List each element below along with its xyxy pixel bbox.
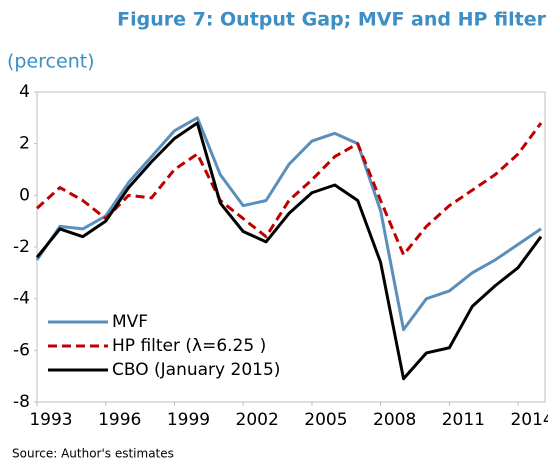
y-tick-label: 4 <box>19 82 30 102</box>
x-tick-label: 2014 <box>510 410 548 430</box>
x-tick-label: 2002 <box>236 410 279 430</box>
series-line <box>35 122 543 257</box>
x-tick-label: 1996 <box>98 410 141 430</box>
y-tick-label: -4 <box>13 289 30 309</box>
legend-label: MVF <box>112 312 148 332</box>
chart-subtitle: (percent) <box>7 51 95 73</box>
source-note: Source: Author's estimates <box>12 447 174 461</box>
x-tick-label: 2011 <box>442 410 485 430</box>
y-tick-label: 2 <box>19 134 30 154</box>
x-tick-label: 1993 <box>29 410 72 430</box>
y-tick-label: -2 <box>13 237 30 257</box>
y-tick-label: 0 <box>19 185 30 205</box>
x-tick-label: 1999 <box>167 410 210 430</box>
x-tick-label: 2008 <box>373 410 416 430</box>
chart-title: Figure 7: Output Gap; MVF and HP filter <box>117 9 547 31</box>
series-line <box>35 116 542 332</box>
x-tick-label: 2005 <box>304 410 347 430</box>
series-line <box>35 121 543 381</box>
legend-label: CBO (January 2015) <box>112 360 280 380</box>
y-tick-label: -6 <box>13 340 30 360</box>
y-tick-label: -8 <box>13 392 30 412</box>
legend-label: HP filter (λ=6.25 ) <box>112 336 266 356</box>
